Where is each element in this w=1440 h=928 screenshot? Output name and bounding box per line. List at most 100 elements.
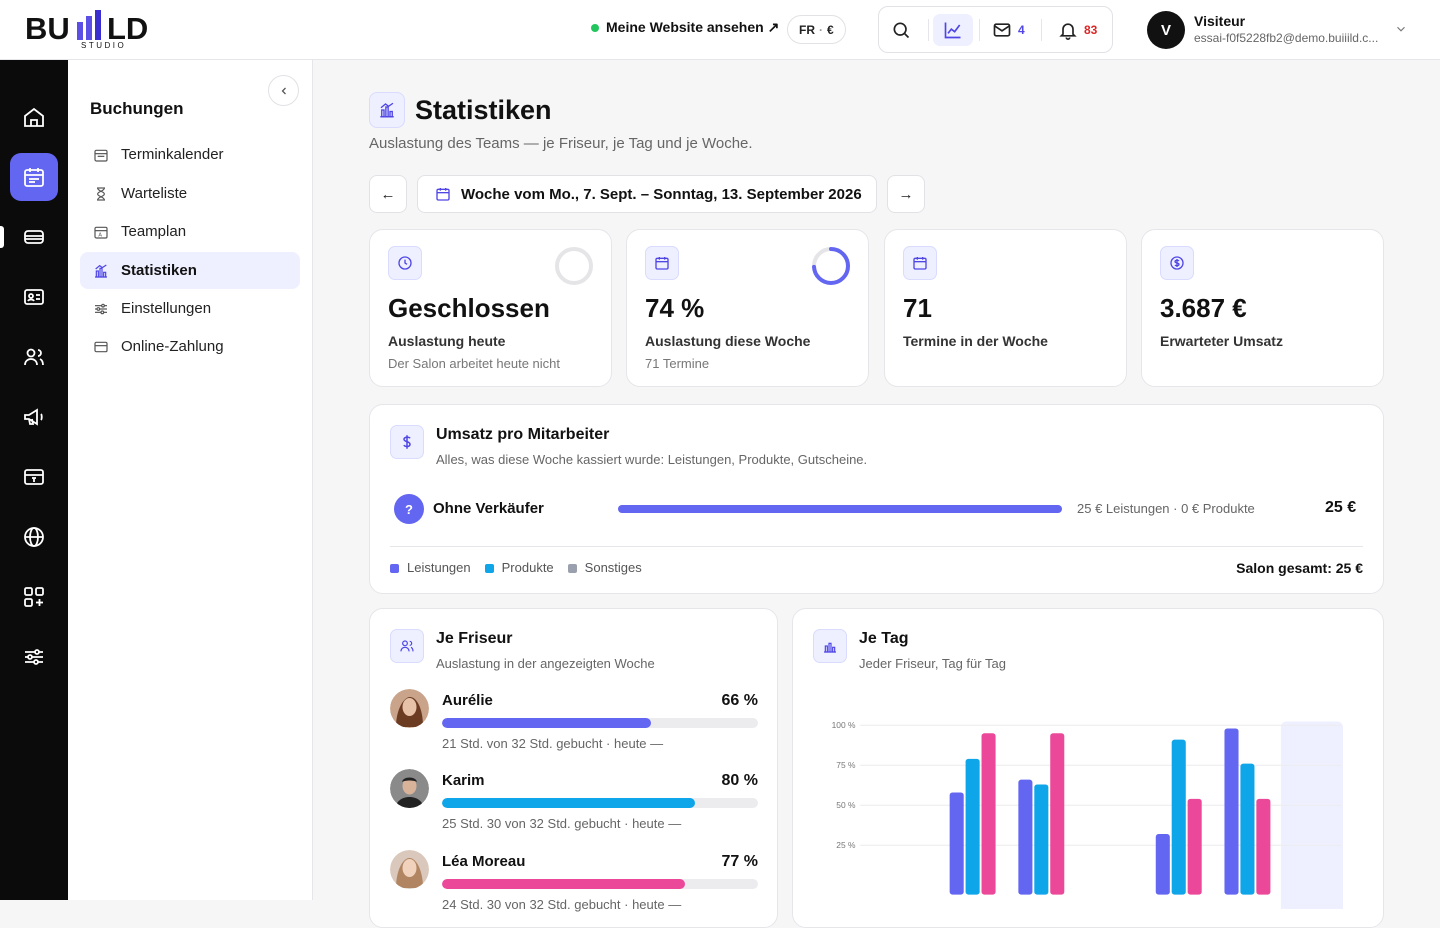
day-bar[interactable] bbox=[1240, 763, 1255, 895]
calendar-team-icon: A bbox=[94, 226, 108, 238]
online-status-dot bbox=[591, 23, 599, 32]
staff-percent: 80 % bbox=[721, 772, 758, 789]
calendar-icon bbox=[436, 188, 450, 201]
unknown-seller-badge: ? bbox=[394, 494, 424, 524]
day-bar[interactable] bbox=[949, 792, 964, 895]
rail-apps[interactable] bbox=[10, 573, 58, 621]
apps-icon bbox=[24, 587, 44, 607]
legend-label: Leistungen bbox=[407, 560, 471, 575]
revenue-legend: Leistungen Produkte Sonstiges bbox=[390, 560, 642, 575]
legend-swatch bbox=[567, 564, 577, 573]
staff-detail: 24 Std. 30 von 32 Std. gebucht · heute — bbox=[442, 897, 682, 912]
legend-label: Produkte bbox=[501, 560, 554, 575]
divider bbox=[979, 19, 980, 41]
per-day-card: Je Tag Jeder Friseur, Tag für Tag 100 % 7… bbox=[792, 608, 1384, 928]
kpi-card-appointments: 71 Termine in der Woche bbox=[884, 229, 1127, 387]
revenue-detail: 25 € Leistungen · 0 € Produkte bbox=[1077, 501, 1255, 516]
rail-settings[interactable] bbox=[10, 633, 58, 681]
line-chart-icon bbox=[944, 22, 961, 39]
sliders-icon bbox=[95, 303, 107, 314]
search-icon bbox=[893, 22, 910, 39]
staff-row[interactable]: Léa Moreau 77 % 24 Std. 30 von 32 Std. g… bbox=[390, 850, 758, 922]
section-icon bbox=[390, 629, 424, 663]
subnav-item-teamplan[interactable]: A Teamplan bbox=[80, 213, 300, 250]
day-bar[interactable] bbox=[1256, 798, 1271, 895]
language-currency-switch[interactable]: FR · € bbox=[787, 15, 846, 44]
subnav-item-einstellungen[interactable]: Einstellungen bbox=[80, 290, 300, 327]
day-bar[interactable] bbox=[981, 733, 996, 895]
week-picker[interactable]: Woche vom Mo., 7. Sept. – Sonntag, 13. S… bbox=[417, 175, 877, 213]
subnav-item-warteliste[interactable]: Warteliste bbox=[80, 175, 300, 212]
day-bar[interactable] bbox=[1187, 798, 1202, 895]
rail-bookings[interactable] bbox=[10, 153, 58, 201]
salon-total: Salon gesamt: 25 € bbox=[1236, 560, 1363, 576]
calendar-icon bbox=[913, 257, 927, 270]
search-button[interactable] bbox=[891, 14, 911, 46]
rail-home[interactable] bbox=[10, 93, 58, 141]
day-bar[interactable] bbox=[1034, 784, 1049, 895]
subnav-item-online-zahlung[interactable]: Online-Zahlung bbox=[80, 328, 300, 365]
logo[interactable]: BU LD STUDIO bbox=[25, 8, 185, 54]
user-menu[interactable]: V Visiteur essai-f0f5228fb2@demo.buiiild… bbox=[1147, 10, 1405, 50]
next-week-button[interactable]: → bbox=[887, 175, 925, 213]
day-bar[interactable] bbox=[965, 758, 980, 895]
kpi-sub: Der Salon arbeitet heute nicht bbox=[388, 356, 560, 371]
section-subtitle: Jeder Friseur, Tag für Tag bbox=[859, 656, 1006, 671]
rail-inbox[interactable] bbox=[10, 213, 58, 261]
lang-separator: · bbox=[819, 22, 823, 37]
sliders-icon bbox=[25, 649, 43, 665]
megaphone-icon bbox=[24, 408, 43, 426]
section-subtitle: Auslastung in der angezeigten Woche bbox=[436, 656, 655, 671]
calendar-icon bbox=[94, 149, 108, 162]
calendar-icon bbox=[24, 168, 44, 187]
kpi-ring bbox=[555, 247, 593, 285]
kpi-value: 71 bbox=[903, 293, 932, 323]
day-bar[interactable] bbox=[1224, 728, 1239, 895]
divider bbox=[390, 546, 1363, 547]
notifications-button[interactable]: 83 bbox=[1058, 14, 1097, 46]
divider bbox=[928, 19, 929, 41]
kpi-icon bbox=[645, 246, 679, 280]
users-icon bbox=[24, 348, 44, 366]
day-bar[interactable] bbox=[1018, 779, 1033, 895]
top-bar: BU LD STUDIO Meine Website ansehen ↗ FR … bbox=[0, 0, 1440, 60]
legend-item-products: Produkte bbox=[484, 560, 554, 575]
messages-button[interactable]: 4 bbox=[992, 14, 1025, 46]
utilization-fill bbox=[442, 718, 651, 728]
staff-row[interactable]: Karim 80 % 25 Std. 30 von 32 Std. gebuch… bbox=[390, 769, 758, 841]
view-website-link[interactable]: Meine Website ansehen ↗ bbox=[591, 19, 779, 36]
rail-team[interactable] bbox=[10, 333, 58, 381]
staff-name: Léa Moreau bbox=[442, 853, 526, 870]
rail-clients[interactable] bbox=[10, 273, 58, 321]
utilization-track bbox=[442, 718, 758, 728]
day-bar[interactable] bbox=[1050, 733, 1065, 895]
section-title: Je Friseur bbox=[436, 630, 513, 647]
kpi-label: Termine in der Woche bbox=[903, 333, 1048, 349]
stats-button[interactable] bbox=[933, 14, 973, 46]
per-staff-card: Je Friseur Auslastung in der angezeigten… bbox=[369, 608, 778, 928]
notifications-count: 83 bbox=[1084, 23, 1098, 37]
staff-row[interactable]: Aurélie 66 % 21 Std. von 32 Std. gebucht… bbox=[390, 689, 758, 761]
subnav-item-statistiken[interactable]: Statistiken bbox=[80, 252, 300, 289]
employee-name: Ohne Verkäufer bbox=[433, 500, 544, 517]
currency-label: € bbox=[827, 22, 834, 37]
dollar-icon bbox=[403, 435, 411, 449]
rail-register[interactable] bbox=[10, 453, 58, 501]
day-bar[interactable] bbox=[1155, 834, 1170, 895]
collapse-sidebar-button[interactable] bbox=[268, 75, 299, 106]
prev-week-button[interactable]: ← bbox=[369, 175, 407, 213]
rail-website[interactable] bbox=[10, 513, 58, 561]
y-tick-label: 50 % bbox=[836, 800, 856, 810]
day-bar[interactable] bbox=[1171, 739, 1186, 895]
quick-actions: 4 83 bbox=[878, 6, 1113, 53]
rail-marketing[interactable] bbox=[10, 393, 58, 441]
utilization-track bbox=[442, 879, 758, 889]
kpi-icon bbox=[1160, 246, 1194, 280]
subnav-item-terminkalender[interactable]: Terminkalender bbox=[80, 136, 300, 173]
staff-name: Karim bbox=[442, 772, 485, 789]
bookings-subnav: Buchungen Terminkalender Warteliste A Te… bbox=[68, 60, 313, 900]
kpi-sub: 71 Termine bbox=[645, 356, 710, 371]
build-logo-icon: BU LD bbox=[25, 10, 148, 46]
kpi-value: Geschlossen bbox=[388, 293, 550, 323]
kpi-label: Auslastung diese Woche bbox=[645, 333, 811, 349]
